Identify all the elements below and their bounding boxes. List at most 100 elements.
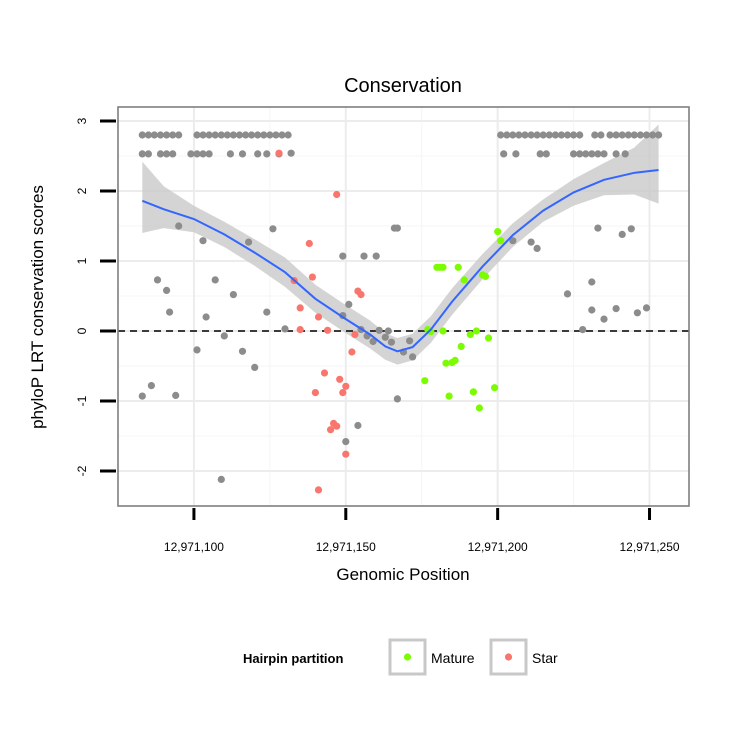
point-other: [533, 131, 541, 139]
point-star: [296, 304, 304, 312]
point-other: [393, 224, 401, 232]
point-other: [533, 244, 541, 252]
point-other: [594, 224, 602, 232]
point-other: [172, 391, 180, 399]
point-other: [235, 131, 244, 139]
point-mature: [457, 342, 465, 350]
point-other: [582, 150, 590, 158]
point-other: [612, 131, 620, 139]
point-other: [205, 150, 213, 158]
y-axis-title: phyloP LRT conservation scores: [28, 185, 47, 429]
point-other: [278, 131, 286, 139]
x-axis-title: Genomic Position: [336, 565, 469, 584]
loess-smooth-line: [141, 169, 659, 353]
point-other: [588, 150, 596, 158]
point-other: [163, 286, 171, 294]
point-star: [351, 330, 359, 339]
point-other: [551, 131, 560, 139]
point-mature: [481, 272, 490, 280]
point-other: [409, 353, 417, 361]
point-other: [588, 278, 596, 286]
point-other: [169, 150, 177, 158]
point-other: [627, 225, 635, 233]
point-other: [576, 131, 584, 139]
point-other: [199, 150, 207, 158]
y-tick-label: 3: [75, 117, 89, 124]
point-other: [576, 150, 584, 158]
point-other: [263, 308, 271, 316]
point-other: [606, 131, 614, 139]
legend-label-star: Star: [532, 650, 558, 666]
point-other: [527, 238, 535, 246]
point-other: [503, 131, 511, 139]
point-other: [621, 150, 629, 158]
point-other: [649, 131, 657, 139]
point-star: [336, 375, 344, 383]
point-other: [169, 131, 177, 139]
point-other: [500, 150, 508, 158]
point-other: [497, 131, 505, 139]
point-other: [193, 346, 201, 354]
point-star: [333, 422, 341, 430]
point-other: [272, 131, 280, 139]
legend-item-star: Star: [489, 638, 558, 676]
point-other: [166, 308, 174, 316]
x-tick-label: 12,971,150: [316, 540, 376, 554]
y-tick-label: 0: [75, 327, 89, 334]
point-mature: [439, 327, 447, 335]
point-other: [600, 150, 608, 158]
point-other: [618, 131, 626, 139]
point-other: [138, 150, 146, 158]
point-star: [275, 149, 283, 157]
point-other: [393, 395, 401, 403]
point-mature: [454, 263, 462, 271]
point-other: [163, 150, 171, 158]
point-star: [324, 326, 332, 334]
y-tick-label: 2: [75, 187, 89, 194]
point-mature: [427, 328, 435, 336]
point-other: [251, 363, 259, 371]
point-other: [287, 149, 295, 157]
point-other: [229, 131, 237, 139]
point-other: [284, 131, 292, 139]
point-other: [642, 304, 651, 312]
plot-panel: [117, 106, 690, 507]
point-other: [163, 131, 171, 139]
point-star: [342, 382, 350, 390]
point-other: [211, 131, 219, 139]
point-other: [175, 131, 183, 139]
point-other: [138, 392, 146, 400]
point-other: [588, 306, 596, 314]
point-other: [345, 300, 353, 308]
point-other: [636, 131, 645, 139]
point-other: [618, 230, 626, 238]
point-other: [387, 338, 395, 346]
point-other: [612, 305, 620, 313]
point-star: [357, 291, 365, 299]
point-star: [320, 369, 329, 377]
x-tick-label: 12,971,250: [619, 540, 679, 554]
point-other: [512, 150, 520, 158]
point-other: [248, 131, 256, 139]
point-other: [354, 421, 362, 430]
point-other: [147, 382, 155, 390]
point-other: [153, 276, 162, 284]
legend-swatch-mature: [403, 653, 412, 661]
point-other: [245, 238, 253, 246]
point-other: [281, 325, 289, 333]
point-other: [384, 327, 392, 335]
point-other: [542, 150, 550, 158]
x-axis: 12,971,100 12,971,150 12,971,200 12,971,250: [164, 508, 680, 554]
point-other: [536, 150, 544, 158]
point-other: [600, 315, 608, 323]
point-other: [205, 131, 213, 139]
point-other: [211, 276, 219, 284]
point-other: [193, 131, 201, 139]
point-other: [339, 252, 347, 260]
point-other: [563, 131, 572, 139]
point-mature: [469, 388, 477, 396]
point-other: [226, 150, 234, 158]
point-other: [144, 131, 152, 139]
point-other: [406, 337, 414, 345]
